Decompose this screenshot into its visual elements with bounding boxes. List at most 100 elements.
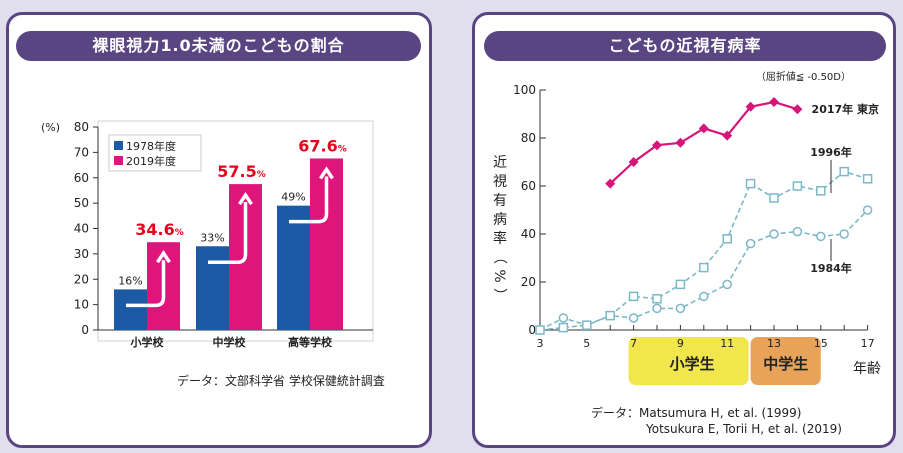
series-2017-point — [628, 157, 639, 167]
y-tick-label: 20 — [74, 272, 89, 286]
series-1996-point — [816, 186, 826, 196]
x-tick-label: 高等学校 — [288, 335, 333, 349]
line-chart-source: データ：Matsumura H, et al. (1999) Yotsukura… — [591, 405, 842, 437]
series-1984-point — [769, 229, 779, 239]
series-2017-point — [605, 178, 616, 189]
panel-title-myopia: こどもの近視有病率 — [484, 31, 886, 61]
y-axis-label-char: % — [491, 269, 507, 282]
increase-arrow-head — [238, 191, 253, 206]
source-label: データ： — [591, 406, 640, 420]
bar-1978 — [196, 246, 229, 330]
series-1984-point — [839, 229, 849, 239]
source-line-1: Matsumura H, et al. (1999) — [639, 406, 802, 420]
legend-box — [108, 134, 202, 172]
legend-label-2019: 2019年度 — [126, 154, 176, 168]
y-tick-label: 10 — [74, 298, 89, 312]
y-tick-label: 0 — [528, 323, 536, 337]
x-tick-label: 5 — [583, 337, 590, 350]
increase-arrow-head — [319, 166, 334, 180]
x-tick-label: 小学校 — [130, 335, 165, 349]
series-1984-point — [699, 291, 709, 302]
data-label-unit: % — [257, 170, 266, 180]
y-tick-label: 40 — [74, 222, 89, 236]
series-1984-point — [722, 279, 732, 290]
source-line-2: Yotsukura E, Torii H, et al. (2019) — [646, 422, 842, 436]
series-1996-point — [769, 193, 779, 203]
y-axis-label-char: 近 — [493, 155, 507, 171]
series-2017-point — [675, 137, 686, 148]
series-label-1996: 1996年 — [810, 145, 852, 159]
panel-myopia-prevalence: こどもの近視有病率 0 20 40 60 80 100 小学生 中学生 3 5 7 9 11 13 15 17… — [472, 12, 896, 448]
series-1996-point — [792, 181, 803, 191]
series-1984-point — [862, 205, 873, 215]
series-2017-point — [698, 123, 709, 134]
increase-arrow-head — [156, 250, 171, 264]
x-tick-label: 9 — [677, 337, 684, 350]
series-1996-point — [558, 322, 569, 333]
y-axis-label-char: （ — [491, 250, 507, 264]
y-tick-label: 50 — [74, 196, 89, 210]
panel-title-vision-ratio: 裸眼視力1.0未満のこどもの割合 — [16, 31, 421, 61]
series-2017-point — [792, 104, 803, 115]
series-1984-point — [816, 231, 826, 242]
x-tick-label: 13 — [767, 337, 781, 350]
band-label-elementary: 小学生 — [670, 355, 715, 373]
series-2017-point — [652, 140, 662, 151]
y-tick-label: 30 — [74, 247, 89, 261]
legend-swatch-1978 — [114, 141, 123, 150]
series-1984-point — [558, 313, 569, 323]
series-1996-point — [675, 279, 686, 290]
series-1996-point — [745, 178, 756, 189]
data-label-1978: 33% — [200, 231, 224, 244]
series-1996-point — [535, 325, 545, 335]
y-tick-label: 0 — [81, 323, 89, 337]
data-label-2019: 57.5% — [217, 162, 266, 181]
y-axis-label-char: 率 — [493, 230, 507, 247]
series-1996-point — [722, 234, 732, 244]
y-tick-label: 80 — [74, 120, 89, 134]
band-label-junior-high: 中学生 — [763, 355, 808, 373]
band-junior-high — [750, 337, 821, 385]
y-tick-label: 40 — [521, 227, 536, 241]
x-tick-label: 中学校 — [213, 335, 247, 349]
bar-1978 — [114, 289, 147, 330]
increase-arrow — [289, 176, 329, 224]
x-tick-label: 15 — [814, 337, 828, 350]
data-label-1978: 49% — [281, 191, 305, 204]
increase-arrow — [208, 202, 248, 265]
legend-swatch-2019 — [114, 156, 123, 165]
bar-chart-source: データ：文部科学省 学校保健統計調査 — [177, 374, 385, 388]
series-2017-point — [745, 101, 756, 112]
bar-chart: 0 10 20 30 40 50 60 70 80 (%) 小学校 16% 34.6% 中学校 33% 57.… — [41, 120, 374, 349]
y-axis-label-char: 有 — [493, 193, 507, 209]
series-2017-point — [769, 97, 779, 107]
x-tick-label: 17 — [861, 337, 875, 350]
y-axis-label-char: ） — [491, 288, 507, 302]
x-axis-label: 年齢 — [853, 361, 881, 377]
series-1996-point — [582, 320, 592, 330]
panel-vision-ratio: 裸眼視力1.0未満のこどもの割合 0 10 20 30 40 50 60 70 80 (%) 小学校… — [6, 12, 432, 448]
series-1996-point — [652, 294, 662, 304]
series-1984-point — [628, 313, 639, 323]
series-label-2017: 2017年 東京 — [812, 102, 879, 116]
series-1996-point — [699, 262, 709, 273]
y-tick-label: 70 — [74, 145, 89, 159]
data-label-unit: % — [338, 144, 347, 154]
series-2017-line — [609, 100, 798, 185]
y-tick-label: 20 — [521, 275, 536, 289]
line-chart: 0 20 40 60 80 100 小学生 中学生 3 5 7 9 11 13 15 17 年齢 近視有病率 （% ）… — [491, 70, 881, 385]
increase-arrow — [126, 260, 166, 308]
x-tick-label: 11 — [720, 337, 734, 350]
y-axis-label-char: 病 — [493, 212, 507, 228]
y-axis-label: (%) — [41, 121, 60, 134]
y-tick-label: 80 — [521, 131, 536, 145]
y-tick-label: 100 — [513, 83, 536, 97]
x-tick-label: 3 — [537, 337, 544, 350]
series-1996-point — [839, 166, 849, 177]
series-1984-point — [675, 303, 686, 314]
data-label-unit: % — [175, 228, 184, 238]
data-label-2019: 67.6% — [298, 136, 347, 155]
legend-label-1978: 1978年度 — [126, 139, 176, 153]
series-1984-line — [539, 209, 869, 331]
series-label-1984: 1984年 — [810, 261, 852, 275]
